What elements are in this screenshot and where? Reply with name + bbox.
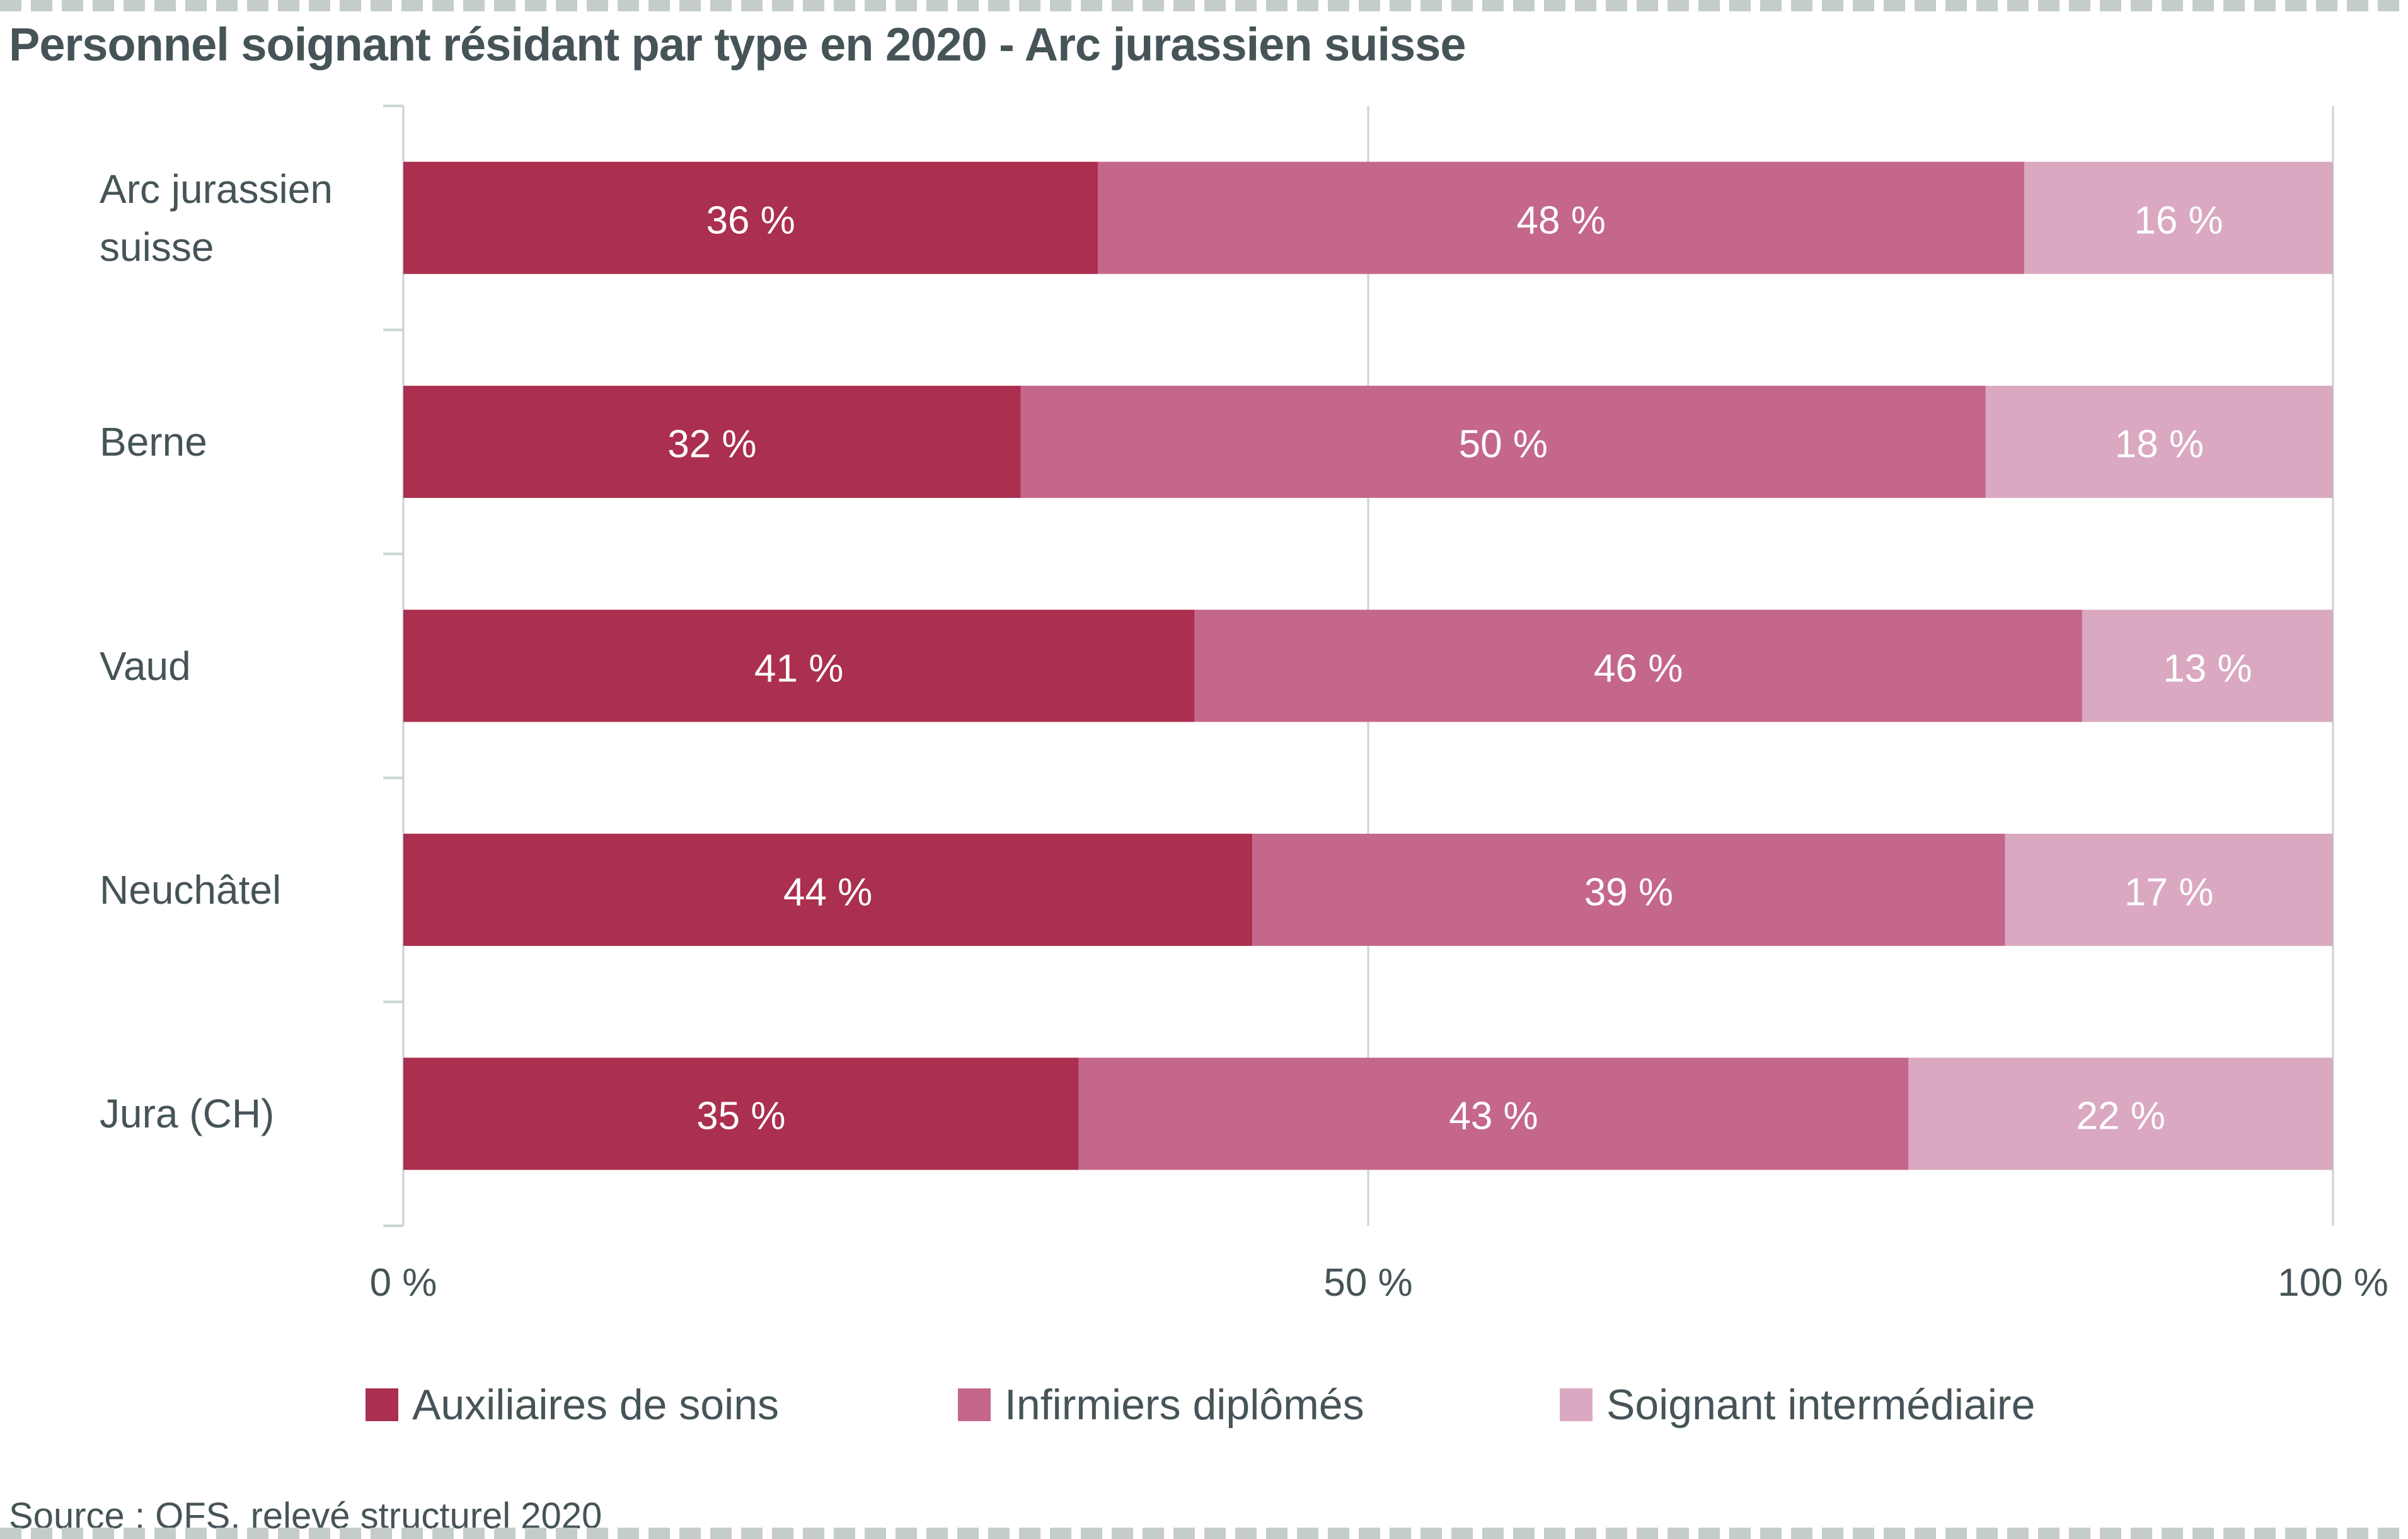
bar-segment-2-0: [403, 609, 1195, 722]
x-tick-label: 100 %: [2278, 1261, 2388, 1305]
bar-value-label: 22 %: [2076, 1094, 2165, 1138]
bar-segment-1-0: [403, 386, 1021, 499]
bar-segment-4-0: [403, 1058, 1079, 1170]
bar-segment-1-1: [1020, 386, 1986, 499]
legend-item: Soignant intermédiaire: [1560, 1380, 2035, 1429]
legend-item: Infirmiers diplômés: [958, 1380, 1364, 1429]
legend-swatch: [1560, 1388, 1593, 1421]
legend-swatch: [958, 1388, 991, 1421]
x-tick-label: 0 %: [369, 1261, 437, 1305]
top-dashed-border: [0, 0, 2408, 11]
bar-value-label: 50 %: [1458, 422, 1548, 466]
bar-value-label: 35 %: [696, 1094, 786, 1138]
category-label: Berne: [100, 419, 207, 465]
bar-segment-0-0: [403, 161, 1098, 274]
bar-value-label: 13 %: [2163, 647, 2252, 690]
category-label: Arc jurassien suisse: [100, 166, 333, 270]
legend-item: Auxiliaires de soins: [366, 1380, 779, 1429]
bar-value-label: 16 %: [2134, 199, 2223, 243]
bar-value-label: 18 %: [2114, 422, 2204, 466]
bar-value-label: 32 %: [667, 422, 757, 466]
bar-value-label: 17 %: [2124, 870, 2214, 914]
legend-swatch: [366, 1388, 398, 1421]
legend-label: Infirmiers diplômés: [1005, 1381, 1364, 1429]
bar-value-label: 46 %: [1594, 647, 1683, 690]
legend-label: Soignant intermédiaire: [1606, 1381, 2036, 1429]
category-label: Neuchâtel: [100, 867, 282, 913]
bar-segment-0-2: [2024, 161, 2333, 274]
chart-title: Personnel soignant résidant par type en …: [9, 18, 1466, 71]
bar-segment-0-1: [1098, 161, 2025, 274]
bar-segment-3-1: [1252, 833, 2005, 946]
bar-value-label: 39 %: [1584, 870, 1674, 914]
bar-value-label: 43 %: [1449, 1094, 1538, 1138]
category-label: Jura (CH): [100, 1091, 275, 1137]
bar-segment-3-0: [403, 833, 1253, 946]
bar-segment-1-2: [1985, 386, 2333, 499]
legend-label: Auxiliaires de soins: [412, 1381, 780, 1429]
x-tick-label: 50 %: [1323, 1261, 1413, 1305]
bottom-dashed-border: [0, 1528, 2408, 1539]
bar-value-label: 36 %: [706, 199, 795, 243]
category-label: Vaud: [100, 643, 191, 689]
bar-value-label: 48 %: [1516, 199, 1606, 243]
bar-segment-3-2: [2005, 833, 2333, 946]
bar-segment-4-1: [1078, 1058, 1909, 1170]
bar-segment-2-1: [1194, 609, 2082, 722]
bar-segment-4-2: [1908, 1058, 2333, 1170]
bar-value-label: 41 %: [754, 647, 844, 690]
bar-segment-2-2: [2082, 609, 2333, 722]
bar-value-label: 44 %: [783, 870, 873, 914]
